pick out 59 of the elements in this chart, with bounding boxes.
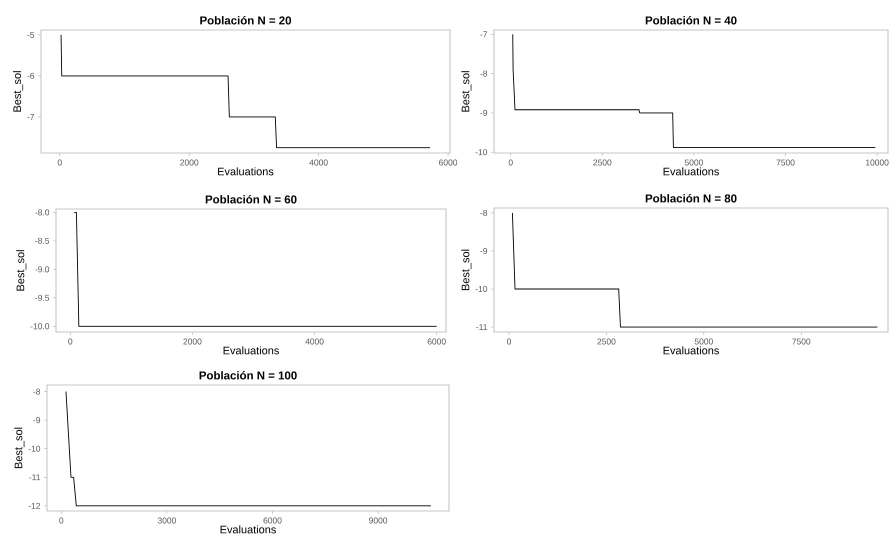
y-tick-label: -9 [480, 248, 488, 254]
y-tick-label: -12 [28, 502, 40, 509]
x-tick-label: 5000 [694, 338, 713, 344]
chart-title: Población N = 20 [200, 16, 292, 24]
y-tick-label: -11 [29, 474, 40, 480]
x-tick-label: 0 [508, 160, 513, 166]
x-tick-label: 2500 [597, 338, 616, 344]
x-tick-label: 0 [506, 338, 512, 344]
x-tick-label: 6000 [439, 160, 458, 166]
chart-title: Población N = 40 [646, 16, 737, 24]
x-axis-title: Evaluations [664, 346, 719, 354]
y-tick-label: -7 [27, 114, 34, 120]
x-tick-label: 7500 [776, 160, 795, 166]
y-tick-label: -10 [28, 446, 40, 452]
x-tick-label: 7500 [792, 338, 810, 344]
y-tick-label: -8.0 [35, 209, 50, 216]
y-tick-label: -8 [33, 388, 40, 395]
y-tick-label: -8 [480, 70, 488, 77]
line-series [512, 34, 876, 148]
x-tick-label: 9000 [369, 518, 388, 524]
y-tick-label: -8 [480, 210, 488, 216]
x-tick-label: 3000 [158, 518, 176, 524]
chart-title: Población N = 80 [646, 194, 737, 202]
y-tick-label: -5 [27, 32, 34, 38]
x-tick-label: 10000 [866, 160, 889, 166]
y-axis-title: Best_sol [461, 250, 472, 290]
x-axis-title: Evaluations [664, 167, 719, 176]
y-tick-label: -6 [27, 72, 34, 79]
x-tick-label: 4000 [309, 160, 328, 166]
y-tick-label: -9 [33, 417, 40, 424]
x-tick-label: 0 [58, 160, 62, 166]
line-series [60, 34, 430, 148]
x-tick-label: 6000 [264, 518, 282, 524]
x-tick-label: 2000 [180, 160, 198, 166]
y-tick-label: -10 [476, 149, 488, 156]
y-tick-label: -9.0 [35, 266, 50, 272]
chart-title: Población N = 60 [206, 194, 297, 204]
y-tick-label: -8.5 [35, 238, 50, 244]
x-tick-label: 4000 [305, 338, 324, 344]
x-tick-label: 0 [59, 518, 64, 524]
y-tick-label: -9 [480, 110, 488, 116]
x-tick-label: 2000 [183, 338, 202, 344]
x-axis-title: Evaluations [218, 167, 274, 176]
y-tick-label: -10 [476, 286, 488, 292]
x-tick-label: 6000 [428, 338, 446, 344]
chart-title: Población N = 100 [200, 370, 297, 380]
y-tick-label: -7 [480, 31, 488, 38]
y-tick-label: -9.5 [35, 294, 50, 301]
x-axis-title: Evaluations [220, 525, 276, 534]
x-tick-label: 5000 [684, 160, 704, 166]
x-axis-title: Evaluations [224, 346, 279, 354]
y-axis-title: Best_sol [16, 250, 26, 291]
y-axis-title: Best_sol [461, 71, 472, 112]
y-tick-label: -10.0 [30, 323, 50, 330]
x-tick-label: 2500 [593, 160, 612, 166]
y-tick-label: -11 [476, 324, 488, 330]
x-tick-label: 0 [68, 338, 72, 344]
y-axis-title: Best_sol [14, 428, 24, 468]
y-axis-title: Best_sol [13, 71, 24, 112]
